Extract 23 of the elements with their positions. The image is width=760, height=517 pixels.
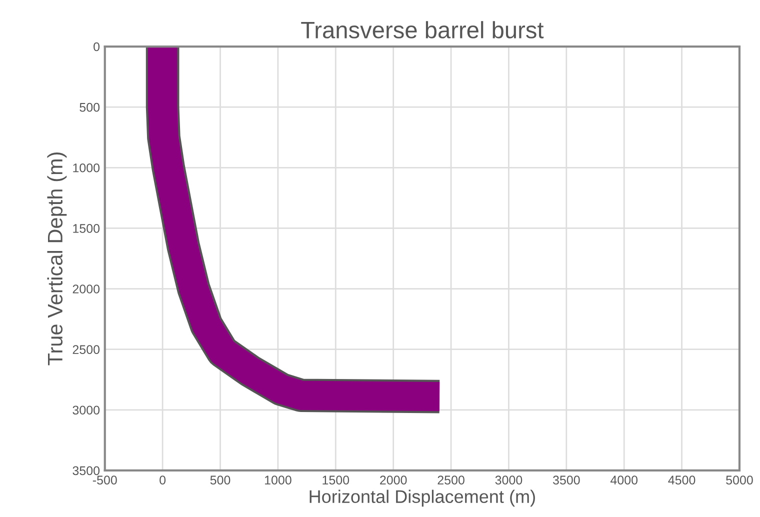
y-tick-label: 1000 [73,163,100,172]
y-tick-label: 2000 [72,284,100,294]
x-tick-label: 0 [160,476,166,485]
y-tick-label: 500 [80,102,100,112]
x-tick-label: 4000 [610,476,638,485]
y-axis-title: True Vertical Depth (m) [47,152,67,366]
x-tick-label: 1000 [265,476,292,485]
x-tick-label: 1500 [322,476,350,485]
y-tick-label: 2500 [72,345,100,354]
x-tick-label: 2000 [380,476,407,485]
x-tick-label: -500 [92,476,117,485]
x-tick-label: 3000 [495,476,522,485]
x-tick-label: 5000 [726,476,753,485]
y-tick-label: 3500 [72,466,100,476]
x-tick-label: 4500 [668,476,696,485]
x-tick-label: 3500 [552,476,580,485]
x-tick-label: 500 [210,476,230,485]
y-tick-label: 0 [94,42,100,52]
chart-title: Transverse barrel burst [301,21,544,38]
x-tick-label: 2500 [438,476,464,485]
x-axis-title: Horizontal Displacement (m) [310,490,535,507]
y-tick-label: 3000 [72,406,100,415]
y-tick-label: 1500 [73,224,100,233]
